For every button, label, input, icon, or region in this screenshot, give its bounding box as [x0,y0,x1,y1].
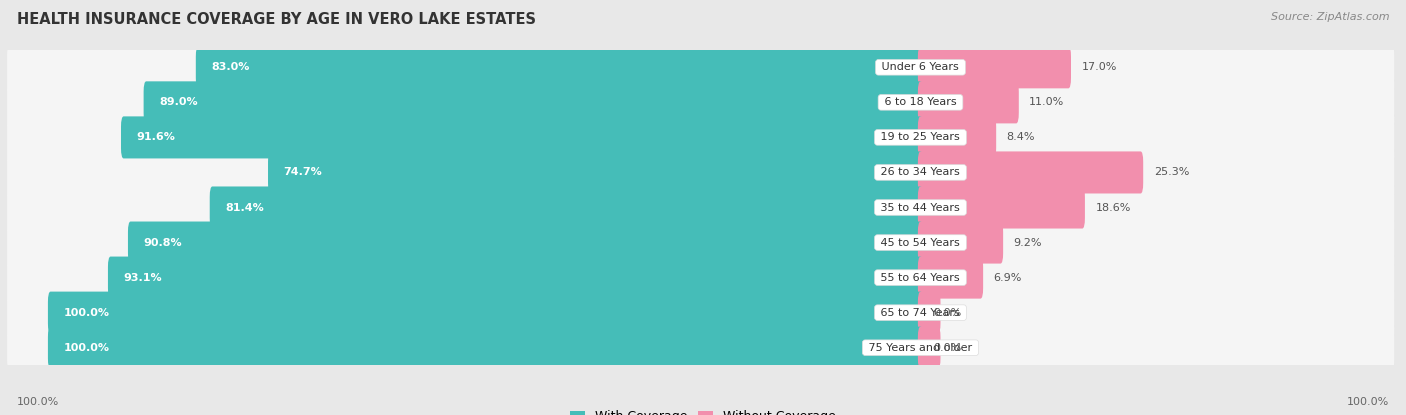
FancyBboxPatch shape [918,256,983,299]
FancyBboxPatch shape [918,327,941,369]
Text: 100.0%: 100.0% [1347,397,1389,407]
FancyBboxPatch shape [918,292,941,334]
Text: 91.6%: 91.6% [136,132,176,142]
Text: 6.9%: 6.9% [994,273,1022,283]
Text: 83.0%: 83.0% [211,62,250,72]
FancyBboxPatch shape [7,212,1395,273]
Text: 6 to 18 Years: 6 to 18 Years [882,98,960,107]
FancyBboxPatch shape [269,151,924,193]
Text: 90.8%: 90.8% [143,237,183,247]
Text: 100.0%: 100.0% [63,343,110,353]
FancyBboxPatch shape [7,283,1395,343]
Text: 8.4%: 8.4% [1007,132,1035,142]
FancyBboxPatch shape [7,143,1395,202]
Text: 89.0%: 89.0% [159,98,198,107]
FancyBboxPatch shape [7,108,1395,167]
Text: 17.0%: 17.0% [1081,62,1116,72]
FancyBboxPatch shape [918,81,1019,123]
FancyBboxPatch shape [7,248,1395,307]
FancyBboxPatch shape [7,178,1395,237]
Text: 26 to 34 Years: 26 to 34 Years [877,168,963,178]
FancyBboxPatch shape [7,37,1395,98]
FancyBboxPatch shape [918,116,997,159]
FancyBboxPatch shape [7,73,1395,132]
FancyBboxPatch shape [7,283,1395,342]
FancyBboxPatch shape [7,318,1395,377]
Legend: With Coverage, Without Coverage: With Coverage, Without Coverage [565,405,841,415]
FancyBboxPatch shape [143,81,924,123]
Text: 55 to 64 Years: 55 to 64 Years [877,273,963,283]
FancyBboxPatch shape [108,256,924,299]
Text: 81.4%: 81.4% [225,203,264,212]
FancyBboxPatch shape [209,186,924,229]
FancyBboxPatch shape [7,213,1395,272]
FancyBboxPatch shape [918,151,1143,193]
Text: 19 to 25 Years: 19 to 25 Years [877,132,963,142]
Text: 75 Years and older: 75 Years and older [865,343,976,353]
FancyBboxPatch shape [7,317,1395,378]
Text: HEALTH INSURANCE COVERAGE BY AGE IN VERO LAKE ESTATES: HEALTH INSURANCE COVERAGE BY AGE IN VERO… [17,12,536,27]
Text: 25.3%: 25.3% [1154,168,1189,178]
Text: Source: ZipAtlas.com: Source: ZipAtlas.com [1271,12,1389,22]
Text: 18.6%: 18.6% [1095,203,1130,212]
Text: 45 to 54 Years: 45 to 54 Years [877,237,963,247]
FancyBboxPatch shape [7,107,1395,168]
FancyBboxPatch shape [48,327,924,369]
Text: 0.0%: 0.0% [934,343,962,353]
Text: 0.0%: 0.0% [934,308,962,317]
Text: 9.2%: 9.2% [1014,237,1042,247]
FancyBboxPatch shape [7,247,1395,308]
Text: 74.7%: 74.7% [284,168,322,178]
Text: 100.0%: 100.0% [17,397,59,407]
FancyBboxPatch shape [7,38,1395,97]
FancyBboxPatch shape [48,292,924,334]
FancyBboxPatch shape [7,142,1395,203]
Text: 35 to 44 Years: 35 to 44 Years [877,203,963,212]
FancyBboxPatch shape [7,72,1395,132]
FancyBboxPatch shape [195,46,924,88]
FancyBboxPatch shape [128,222,924,264]
FancyBboxPatch shape [918,46,1071,88]
FancyBboxPatch shape [7,177,1395,238]
Text: 65 to 74 Years: 65 to 74 Years [877,308,963,317]
Text: Under 6 Years: Under 6 Years [879,62,963,72]
Text: 93.1%: 93.1% [124,273,162,283]
Text: 100.0%: 100.0% [63,308,110,317]
FancyBboxPatch shape [918,222,1002,264]
FancyBboxPatch shape [918,186,1085,229]
Text: 11.0%: 11.0% [1029,98,1064,107]
FancyBboxPatch shape [121,116,924,159]
